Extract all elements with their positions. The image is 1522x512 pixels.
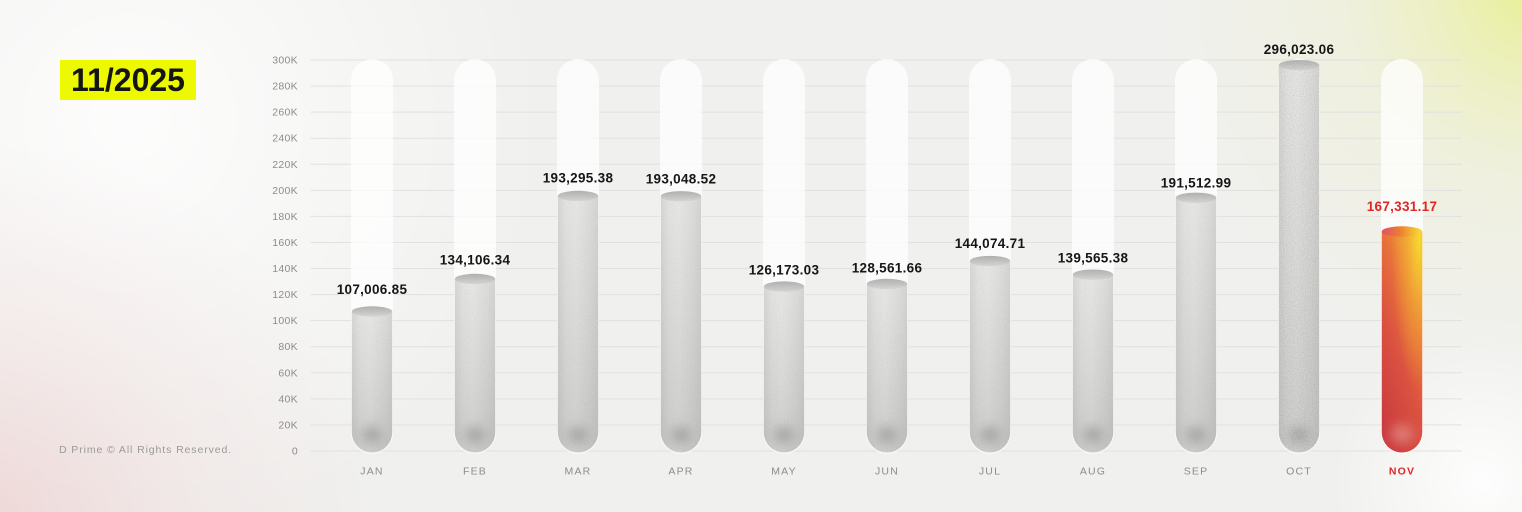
svg-text:280K: 280K: [272, 81, 298, 93]
svg-text:D Prime © All Rights Reserved.: D Prime © All Rights Reserved.: [59, 444, 232, 456]
svg-text:JUL: JUL: [979, 466, 1001, 478]
svg-text:100K: 100K: [272, 315, 298, 327]
svg-text:AUG: AUG: [1080, 466, 1106, 478]
svg-text:107,006.85: 107,006.85: [337, 282, 408, 297]
svg-text:193,048.52: 193,048.52: [646, 172, 717, 187]
svg-text:193,295.38: 193,295.38: [543, 170, 614, 185]
svg-text:60K: 60K: [278, 367, 298, 379]
svg-text:139,565.38: 139,565.38: [1058, 251, 1129, 266]
svg-text:40K: 40K: [278, 393, 298, 405]
svg-text:300K: 300K: [272, 55, 298, 67]
svg-text:20K: 20K: [278, 419, 298, 431]
svg-text:11/2025: 11/2025: [71, 62, 185, 98]
svg-text:FEB: FEB: [463, 466, 487, 478]
svg-text:191,512.99: 191,512.99: [1161, 176, 1232, 191]
svg-text:0: 0: [292, 446, 298, 458]
svg-text:220K: 220K: [272, 159, 298, 171]
svg-text:NOV: NOV: [1389, 466, 1415, 478]
svg-text:80K: 80K: [278, 341, 298, 353]
svg-text:128,561.66: 128,561.66: [852, 261, 923, 276]
svg-text:144,074.71: 144,074.71: [955, 236, 1026, 251]
svg-text:200K: 200K: [272, 185, 298, 197]
svg-text:296,023.06: 296,023.06: [1264, 42, 1335, 57]
svg-text:240K: 240K: [272, 133, 298, 145]
svg-text:OCT: OCT: [1286, 466, 1312, 478]
svg-text:MAY: MAY: [771, 466, 797, 478]
svg-text:260K: 260K: [272, 107, 298, 119]
svg-text:160K: 160K: [272, 237, 298, 249]
svg-text:120K: 120K: [272, 289, 298, 301]
svg-text:180K: 180K: [272, 211, 298, 223]
svg-text:JAN: JAN: [360, 466, 383, 478]
svg-text:APR: APR: [668, 466, 693, 478]
svg-text:126,173.03: 126,173.03: [749, 263, 820, 278]
svg-text:134,106.34: 134,106.34: [440, 253, 511, 268]
svg-text:167,331.17: 167,331.17: [1367, 199, 1438, 214]
svg-text:JUN: JUN: [875, 466, 899, 478]
svg-text:140K: 140K: [272, 263, 298, 275]
svg-text:SEP: SEP: [1184, 466, 1209, 478]
svg-text:MAR: MAR: [565, 466, 592, 478]
